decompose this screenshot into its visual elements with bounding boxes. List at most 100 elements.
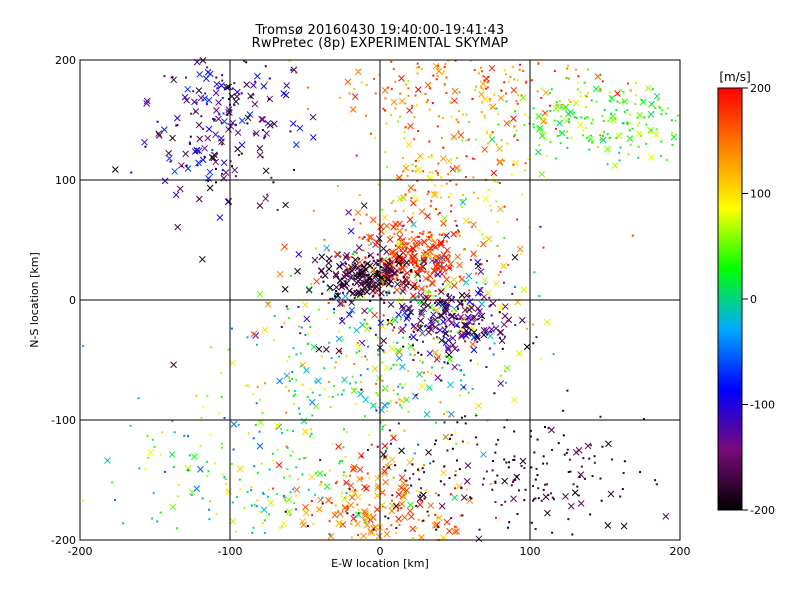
data-point [314,380,317,383]
data-point-x [303,315,311,323]
data-point [205,103,208,106]
data-point [606,163,609,166]
data-point-x [343,251,351,259]
data-point [428,290,431,293]
data-point [328,341,331,344]
grid [80,60,680,540]
data-point [485,366,488,369]
data-point [188,141,191,144]
data-point [237,423,240,426]
data-point-x [171,168,179,175]
data-point [380,297,383,300]
data-point [544,131,547,134]
data-point [465,139,468,142]
data-point-x [410,333,417,341]
data-point [415,104,418,107]
data-point [452,323,455,326]
data-point-x [432,191,439,199]
data-point [367,345,370,348]
data-point-x [433,306,440,314]
data-point [478,229,481,232]
data-point [427,370,430,373]
data-point-x [434,374,442,381]
data-point [454,59,457,62]
data-point [566,136,569,139]
data-point-x [466,318,473,326]
data-point-x [191,98,198,106]
data-point-x [544,509,551,517]
data-point [503,81,506,84]
data-point-x [212,89,220,97]
data-point [441,233,444,236]
data-point-x [251,100,259,108]
data-point [464,176,467,179]
data-point [342,428,345,431]
data-point [462,248,465,251]
data-point [388,290,391,293]
data-point [398,328,401,331]
data-point-x [280,90,288,97]
data-point [544,483,547,486]
data-point [227,348,230,351]
data-point [517,489,520,492]
data-point [317,308,320,311]
data-point [576,81,579,84]
data-point [655,128,658,131]
data-point-x [409,525,417,533]
data-point [374,333,377,336]
data-point [399,318,402,321]
data-point-x [396,253,403,260]
data-point-x [445,351,453,359]
data-point [365,358,368,361]
data-point [411,344,414,347]
data-point [572,483,575,486]
data-point [413,348,416,351]
data-point [491,488,494,491]
data-point [284,510,287,513]
data-point [510,173,513,176]
data-point [486,81,489,84]
data-point-x [169,134,176,142]
y-tick-label: -100 [51,414,76,427]
data-point [588,457,591,460]
data-point-x [399,363,406,371]
data-point-x [260,82,268,90]
data-point-x [165,149,173,157]
data-point [309,428,312,431]
data-point-x [262,167,270,175]
data-point-x [464,462,472,469]
data-point [505,73,508,76]
data-point [382,107,385,110]
data-point-x [413,195,420,203]
data-point [385,447,388,450]
data-point [500,89,503,92]
data-point [448,300,451,303]
data-point [513,430,516,433]
data-point [540,87,543,90]
data-point-x [470,328,478,336]
data-point-x [253,130,260,137]
data-point [405,479,408,482]
data-point-x [267,499,275,507]
data-point [383,301,386,304]
data-point [364,321,367,324]
colorbar-tick-label: 200 [750,82,771,95]
data-point [576,88,579,91]
data-point-x [351,256,359,264]
data-point [353,491,356,494]
data-point-x [451,528,459,536]
data-point-x [423,410,431,418]
data-point [381,379,384,382]
data-point [362,249,365,252]
data-point-x [460,494,468,501]
data-point [480,66,483,69]
data-point [327,302,330,305]
data-point [357,512,360,515]
data-point-x [281,243,288,251]
data-point-x [420,258,428,265]
data-point [404,382,407,385]
data-point [457,130,460,133]
data-point [542,462,545,465]
data-point-x [250,81,257,89]
